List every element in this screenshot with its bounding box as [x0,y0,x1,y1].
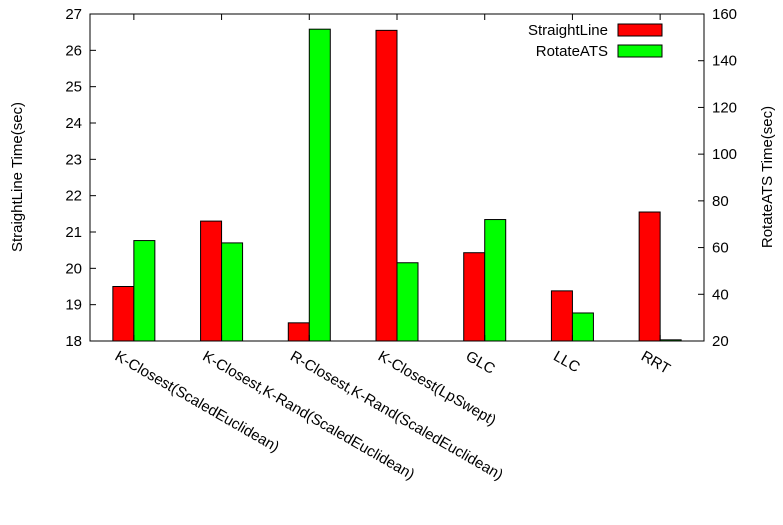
bar-rotateats-3 [308,28,331,342]
bar-rotateats-5 [484,219,507,342]
legend-label-rotateats: RotateATS [536,43,608,60]
x-tick-label: LLC [550,348,582,377]
x-tick-label: RRT [638,348,673,378]
y-axis-left-label: StraightLine Time(sec) [9,102,26,252]
legend: StraightLine RotateATS [528,22,663,60]
bar-straightline-2 [200,220,223,342]
y-tick-label-left: 25 [65,79,82,96]
bar-straightline-6 [550,290,573,342]
y-tick-label-left: 24 [65,115,82,132]
y-tick-label-right: 20 [712,333,729,350]
x-tick-label: GLC [463,348,498,378]
legend-label-straightline: StraightLine [528,22,608,39]
bar-rotateats-4 [396,262,419,342]
bar-straightline-4 [375,29,398,342]
axes-layer: K-Closest(ScaledEuclidean)K-Closest,K-Ra… [65,6,737,484]
legend-swatch-rotateats [617,44,663,58]
y-tick-label-left: 21 [65,224,82,241]
y-tick-label-right: 40 [712,286,729,303]
bar-rotateats-2 [221,242,244,342]
bar-straightline-1 [112,286,135,342]
y-tick-label-right: 100 [712,146,737,163]
y-tick-label-left: 18 [65,333,82,350]
bar-straightline-7 [638,211,661,342]
bars-layer [112,28,682,342]
y-tick-label-left: 23 [65,151,82,168]
y-tick-label-left: 19 [65,297,82,314]
legend-swatch-straightline [617,23,663,37]
bar-straightline-5 [463,252,486,342]
y-tick-label-right: 140 [712,53,737,70]
y-tick-label-left: 22 [65,188,82,205]
bar-rotateats-1 [133,240,156,342]
x-tick-label: K-Closest(ScaledEuclidean) [112,348,282,456]
y-tick-label-left: 26 [65,42,82,59]
y-tick-label-left: 20 [65,260,82,277]
y-tick-label-right: 60 [712,240,729,257]
y-axis-right-label: RotateATS Time(sec) [759,106,776,248]
y-tick-label-left: 27 [65,6,82,23]
bar-rotateats-6 [571,312,594,342]
y-tick-label-right: 80 [712,193,729,210]
y-tick-label-right: 160 [712,6,737,23]
y-tick-label-right: 120 [712,99,737,116]
bar-straightline-3 [287,322,310,342]
